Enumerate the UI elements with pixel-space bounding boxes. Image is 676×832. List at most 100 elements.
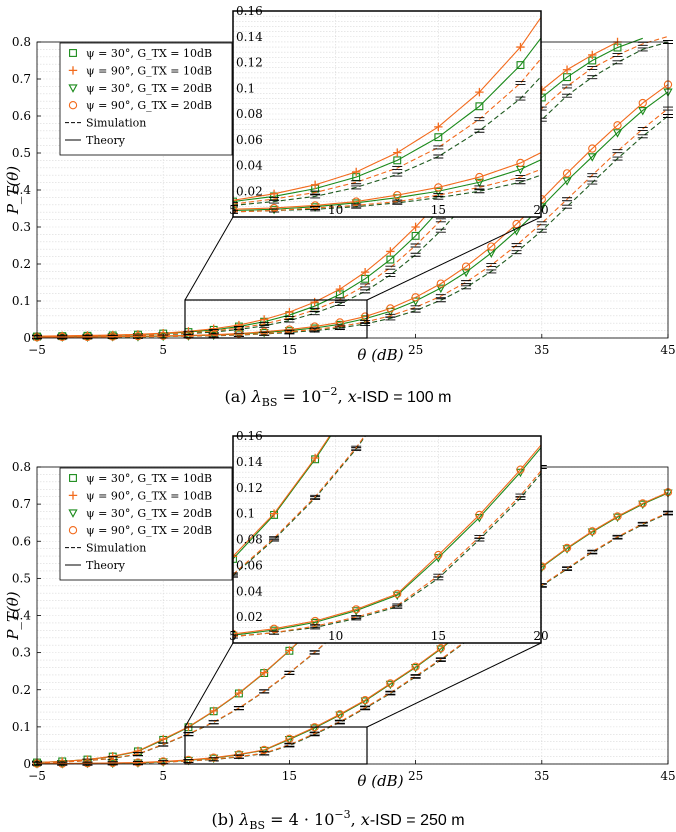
inset-point-circle: [393, 589, 402, 598]
inset-point-circle: [434, 550, 443, 560]
main-point-plus: [133, 746, 143, 756]
x-tick-label: 35: [534, 343, 549, 357]
main-errorbar: [360, 289, 371, 294]
main-point-circle: [436, 279, 445, 288]
legend-label: Simulation: [86, 117, 146, 130]
legend-label: Theory: [86, 559, 126, 572]
legend-label: ψ = 90°, G_TX = 10dB: [86, 489, 212, 502]
inset-point-triangle: [269, 205, 279, 215]
x-tick-label: 45: [660, 769, 675, 783]
inset-x-tick-label: 15: [431, 203, 446, 217]
main-point-circle: [487, 242, 496, 251]
y-tick-label: 0.6: [12, 109, 31, 123]
main-simulation-line-3: [37, 108, 669, 338]
main-point-circle: [411, 293, 420, 302]
inset-point-square: [393, 156, 402, 165]
main-point-circle: [562, 169, 572, 178]
main-errorbar: [334, 720, 345, 725]
inset-point-circle: [269, 203, 279, 213]
zoom-connector: [366, 642, 542, 728]
inset-errorbar: [433, 154, 444, 159]
inset-y-tick-label: 0.04: [236, 584, 263, 598]
inset-theory-line-1: [233, 436, 331, 557]
main-point-circle: [335, 710, 345, 719]
main-errorbar: [132, 752, 143, 756]
inset-point-triangle: [310, 203, 320, 212]
main-errorbar: [233, 754, 244, 759]
inset-point-plus: [269, 189, 279, 199]
y-tick-label: 0.3: [12, 220, 31, 234]
inset-errorbar: [392, 604, 403, 609]
main-errorbar: [612, 535, 623, 540]
main-errorbar: [461, 285, 472, 290]
main-point-circle: [588, 527, 597, 536]
main-errorbar: [360, 706, 371, 711]
inset-point-circle: [233, 205, 238, 214]
inset-point-plus: [352, 167, 361, 177]
inset-errorbar: [392, 603, 403, 608]
main-errorbar: [309, 307, 320, 312]
legend-box: [59, 42, 233, 156]
main-errorbar: [233, 332, 244, 337]
main-point-square: [411, 231, 420, 240]
inset-point-plus: [516, 42, 525, 52]
y-axis-label: P_T(θ): [4, 166, 22, 215]
x-tick-label: 35: [534, 769, 549, 783]
main-errorbar: [57, 335, 68, 340]
inset-errorbar: [351, 180, 362, 185]
inset-simulation-line-3: [233, 470, 541, 638]
y-tick-label: 0.5: [12, 146, 31, 160]
main-point-circle: [613, 121, 622, 130]
main-errorbar: [385, 313, 396, 318]
zoom-region-box: [184, 726, 368, 765]
inset-errorbar: [515, 81, 526, 86]
x-tick-label: 5: [159, 769, 167, 783]
inset-errorbar: [433, 573, 444, 578]
inset-point-triangle: [269, 626, 279, 636]
inset-errorbar: [474, 185, 485, 190]
main-point-triangle: [612, 129, 623, 138]
main-errorbar: [385, 273, 396, 278]
main-errorbar: [486, 263, 497, 268]
x-tick-label: −5: [28, 343, 46, 357]
main-errorbar: [259, 751, 270, 756]
inset-simulation-line-3: [233, 168, 541, 213]
y-tick-label: 0.8: [12, 35, 31, 49]
main-errorbar: [511, 243, 522, 248]
inset-y-tick-label: 0.14: [236, 455, 263, 469]
legend-label: Theory: [86, 134, 126, 147]
inset-point-circle: [352, 197, 361, 206]
main-point-circle: [461, 262, 471, 271]
main-point-plus: [588, 50, 597, 60]
inset-x-tick-label: 5: [229, 203, 237, 217]
inset-errorbar: [233, 573, 238, 578]
inset-theory-line-0: [233, 37, 541, 203]
zoom-region-box: [184, 299, 368, 339]
main-point-circle: [436, 644, 445, 653]
main-point-plus: [285, 646, 294, 655]
panel-a: −5 5 15 25 35 45 0 0.1 0.2 0.3 0.4 0.5 0.6 0.7 0.8 θ (d…: [4, 4, 676, 364]
y-tick-label: 0: [23, 331, 31, 345]
inset-point-triangle: [233, 207, 238, 216]
legend-marker-square: [69, 49, 77, 57]
inset-x-tick-label: 10: [328, 203, 343, 217]
main-point-plus: [562, 65, 572, 74]
inset-errorbar: [310, 624, 321, 629]
main-errorbar: [208, 333, 219, 338]
main-errorbar: [562, 84, 573, 89]
main-errorbar: [612, 534, 623, 539]
inset-errorbar: [474, 117, 485, 122]
main-point-plus: [360, 267, 370, 277]
main-errorbar: [435, 294, 446, 299]
main-point-circle: [588, 144, 597, 153]
inset-plot: 5 10 15 20 0.02 0.04 0.06 0.08 0.1 0.12 0.14 0.16: [229, 429, 549, 644]
main-point-circle: [562, 543, 572, 553]
inset-x-tick-label: 20: [533, 629, 548, 643]
main-errorbar: [435, 218, 446, 223]
caption-a: (a) λBS = 10−2, x-ISD = 100 m: [225, 385, 452, 409]
inset-y-tick-label: 0.14: [236, 30, 263, 44]
main-point-circle: [386, 679, 395, 688]
main-simulation-line-3: [37, 512, 669, 765]
main-errorbar: [233, 705, 244, 710]
inset-point-plus: [310, 180, 320, 190]
